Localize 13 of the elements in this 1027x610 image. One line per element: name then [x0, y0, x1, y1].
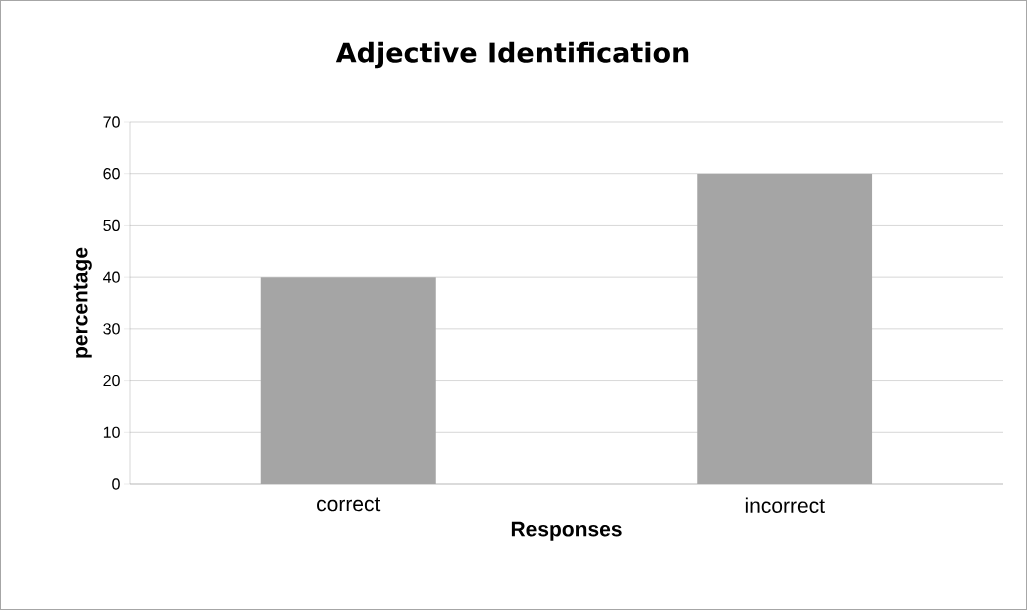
y-tick-label: 70: [103, 116, 120, 128]
y-tick-label: 30: [103, 323, 120, 335]
x-tick-label: incorrect: [745, 497, 825, 513]
y-axis-title: percentage: [73, 247, 92, 358]
y-tick-label: 40: [103, 271, 120, 283]
chart-title: Adjective Identification: [335, 41, 689, 69]
y-tick-label: 20: [103, 374, 120, 387]
x-axis-title: Responses: [511, 521, 622, 541]
y-tick-label: 10: [103, 426, 120, 438]
x-tick-label: correct: [317, 497, 381, 512]
y-tick-label: 0: [112, 478, 120, 490]
y-tick-label: 50: [103, 219, 120, 232]
y-tick-label: 60: [103, 168, 120, 180]
